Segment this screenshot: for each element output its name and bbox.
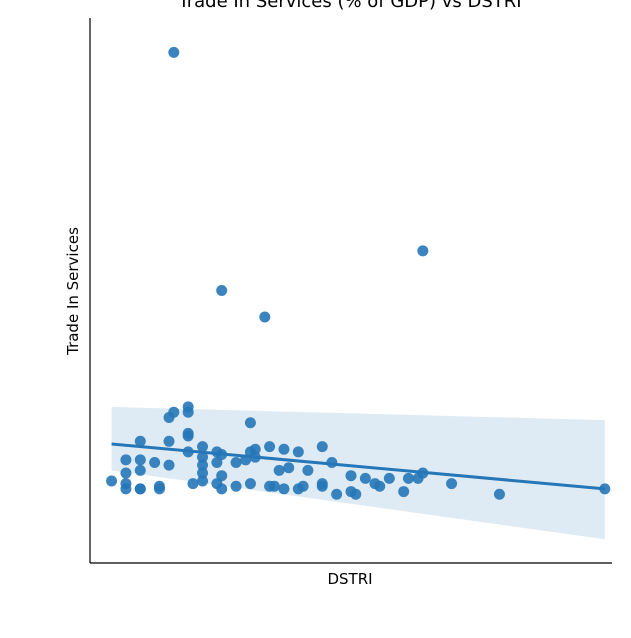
data-point [345,470,357,482]
data-point [182,430,194,442]
data-point [446,478,458,490]
data-point [106,475,118,487]
data-point [268,480,280,492]
chart-title: Trade In Services (% of GDP) vs DSTRI [177,0,521,12]
data-point [230,456,242,468]
data-point [120,467,132,479]
data-point [331,488,343,500]
data-point [249,443,261,455]
data-point [292,483,304,495]
data-point [120,454,132,466]
data-point [273,464,285,476]
data-point [197,475,209,487]
data-point [197,459,209,471]
data-point [244,417,256,429]
data-point [230,480,242,492]
data-point [134,483,146,495]
data-point [278,443,290,455]
data-point [278,483,290,495]
confidence-band [111,406,605,540]
data-point [182,401,194,413]
data-point [197,451,209,463]
y-axis-label: Trade In Services [64,227,82,356]
regression-line [111,442,605,491]
data-point [283,462,295,474]
data-point [153,483,165,495]
data-point [134,454,146,466]
data-point [187,478,199,490]
data-point [134,464,146,476]
data-point [163,435,175,447]
data-point [292,446,304,458]
data-point [316,480,328,492]
data-point [493,488,505,500]
data-point [163,459,175,471]
confidence-band-layer [111,406,605,540]
data-points-layer [106,46,611,500]
data-point [216,470,228,482]
data-point [264,441,276,453]
data-point [417,245,429,257]
data-point [197,441,209,453]
data-point [134,435,146,447]
data-point [216,483,228,495]
data-point [383,472,395,484]
data-point [259,311,271,323]
x-axis-label: DSTRI [327,570,372,588]
data-point [402,472,414,484]
data-point [302,464,314,476]
data-point [316,441,328,453]
data-point [163,411,175,423]
data-point [120,483,132,495]
data-point [211,456,223,468]
data-point [197,467,209,479]
data-point [398,486,410,498]
data-point [350,488,362,500]
data-point [374,480,386,492]
data-point [216,285,228,296]
data-point [412,472,424,484]
data-point [359,472,371,484]
data-point [149,456,161,468]
regression-line-layer [111,442,605,491]
data-point [244,478,256,490]
data-point [168,46,180,58]
